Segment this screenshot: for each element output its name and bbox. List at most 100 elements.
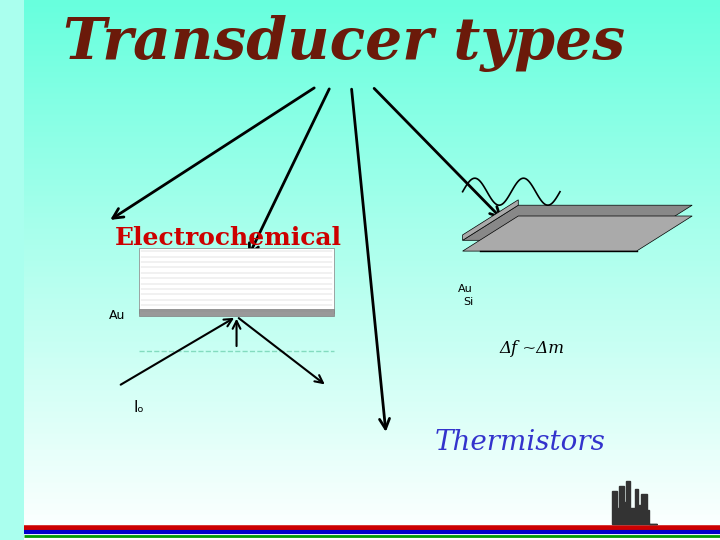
Bar — [24, 400, 720, 405]
Bar — [24, 151, 720, 157]
Bar — [24, 373, 720, 378]
Bar — [24, 329, 720, 335]
Bar — [24, 394, 720, 400]
Bar — [24, 135, 720, 140]
Bar — [24, 427, 720, 432]
Bar — [24, 194, 720, 200]
Bar — [24, 362, 720, 367]
Text: Thermistors: Thermistors — [435, 429, 606, 456]
Bar — [24, 513, 720, 518]
Bar — [24, 146, 720, 151]
Bar — [24, 54, 720, 59]
Bar — [24, 140, 720, 146]
Bar — [24, 70, 720, 76]
Bar — [24, 421, 720, 427]
Bar — [24, 459, 720, 464]
Bar — [24, 113, 720, 119]
Bar — [24, 103, 720, 108]
Bar — [24, 205, 720, 211]
Bar — [24, 221, 720, 227]
Bar — [24, 76, 720, 81]
Bar — [24, 167, 720, 173]
Bar — [24, 432, 720, 437]
Bar — [24, 119, 720, 124]
Bar — [24, 27, 720, 32]
Bar — [24, 378, 720, 383]
Bar — [24, 270, 720, 275]
Bar — [139, 309, 334, 316]
Bar — [24, 173, 720, 178]
Bar — [24, 324, 720, 329]
Bar — [24, 351, 720, 356]
Bar — [24, 383, 720, 389]
Bar — [24, 5, 720, 11]
Bar — [24, 227, 720, 232]
Bar — [24, 184, 720, 189]
Polygon shape — [463, 200, 518, 240]
Bar — [24, 313, 720, 319]
Bar — [24, 410, 720, 416]
Bar — [24, 454, 720, 459]
Bar — [24, 238, 720, 243]
Bar — [24, 189, 720, 194]
Bar — [24, 416, 720, 421]
Bar — [24, 491, 720, 497]
Bar — [24, 443, 720, 448]
Bar — [24, 130, 720, 135]
Bar — [24, 243, 720, 248]
Polygon shape — [463, 216, 692, 251]
Bar — [24, 286, 720, 292]
Bar — [24, 356, 720, 362]
Bar — [24, 211, 720, 216]
Bar — [24, 59, 720, 65]
Text: Au: Au — [109, 309, 125, 322]
Bar — [139, 248, 334, 313]
Polygon shape — [463, 205, 692, 240]
Bar — [24, 448, 720, 454]
Bar — [24, 502, 720, 508]
Bar — [24, 319, 720, 324]
Bar — [24, 124, 720, 130]
Bar — [24, 524, 720, 529]
Text: Au: Au — [459, 284, 473, 294]
Bar — [24, 81, 720, 86]
Text: Optic: Optic — [212, 275, 282, 298]
Bar — [24, 178, 720, 184]
Text: Si: Si — [463, 298, 473, 307]
Bar — [24, 43, 720, 49]
Bar — [24, 340, 720, 346]
Bar — [24, 292, 720, 297]
Bar — [24, 497, 720, 502]
Bar — [24, 259, 720, 265]
Bar — [24, 232, 720, 238]
Bar — [24, 108, 720, 113]
Bar — [24, 405, 720, 410]
Bar — [24, 464, 720, 470]
Bar — [24, 518, 720, 524]
Bar — [24, 265, 720, 270]
Bar — [24, 275, 720, 281]
Bar — [24, 65, 720, 70]
Text: Δf ~Δm: Δf ~Δm — [500, 340, 564, 357]
Bar — [24, 200, 720, 205]
Text: Transducer types: Transducer types — [63, 15, 626, 72]
Bar — [24, 308, 720, 313]
Text: Iₒ: Iₒ — [134, 400, 145, 415]
Bar — [24, 346, 720, 351]
Bar — [24, 254, 720, 259]
Bar — [24, 535, 720, 540]
Bar — [24, 22, 720, 27]
Bar — [24, 97, 720, 103]
Bar — [24, 248, 720, 254]
Bar — [24, 475, 720, 481]
Bar — [24, 11, 720, 16]
Text: Gravimetric: Gravimetric — [484, 226, 635, 249]
Bar — [24, 367, 720, 373]
Bar — [24, 92, 720, 97]
Bar — [24, 470, 720, 475]
Bar — [24, 335, 720, 340]
Bar — [24, 32, 720, 38]
Bar — [24, 157, 720, 162]
Bar — [24, 281, 720, 286]
Bar — [24, 16, 720, 22]
